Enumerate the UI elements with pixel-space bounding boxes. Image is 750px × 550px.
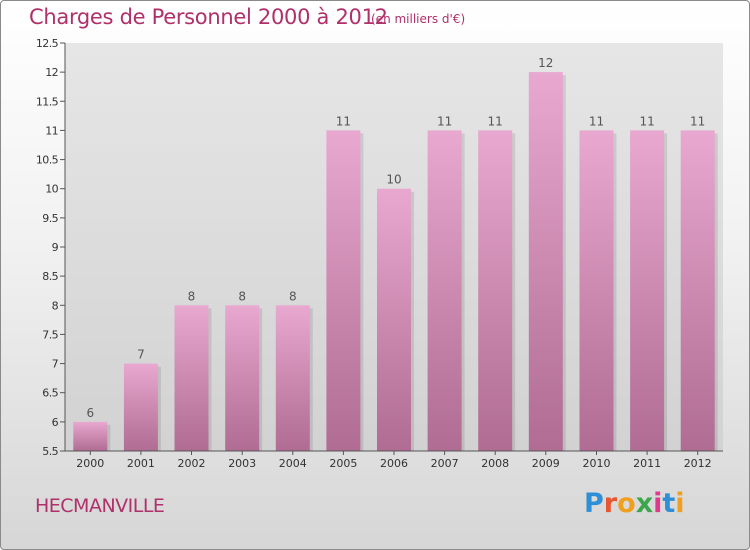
y-tick-label: 8 <box>52 299 59 312</box>
bar-value-label: 11 <box>488 114 503 128</box>
y-tick-label: 6 <box>52 416 59 429</box>
x-tick-label: 2001 <box>127 457 155 470</box>
bar-2003 <box>225 305 260 451</box>
x-tick-label: 2002 <box>178 457 206 470</box>
x-tick-label: 2000 <box>76 457 104 470</box>
y-tick-label: 8.5 <box>42 270 58 283</box>
bar-2009 <box>528 72 563 451</box>
proxiti-logo: Proxiti <box>584 488 685 519</box>
bar-2002 <box>174 305 209 451</box>
bar-value-label: 11 <box>589 114 604 128</box>
bars-layer: 6 7 8 8 8 11 10 11 11 12 11 11 11 <box>73 56 718 451</box>
bar-value-label: 12 <box>538 56 553 70</box>
bar-value-label: 11 <box>336 114 351 128</box>
bar-value-label: 11 <box>437 114 452 128</box>
y-tick-label: 7 <box>52 358 59 371</box>
x-tick-label: 2011 <box>633 457 661 470</box>
bar-2007 <box>427 130 462 451</box>
chart-subtitle: (en milliers d'€) <box>371 12 466 26</box>
bar-2008 <box>478 130 513 451</box>
x-tick-label: 2010 <box>583 457 611 470</box>
logo-letter: r <box>603 488 618 519</box>
y-tick-label: 5.5 <box>42 445 58 458</box>
commune-name: HECMANVILLE <box>35 495 165 517</box>
bar-2011 <box>630 130 665 451</box>
bar-2005 <box>326 130 361 451</box>
logo-letter: i <box>675 488 685 519</box>
x-tick-label: 2003 <box>228 457 256 470</box>
x-tick-label: 2008 <box>481 457 509 470</box>
bar-value-label: 8 <box>188 289 196 303</box>
bar-value-label: 6 <box>86 406 94 420</box>
x-tick-label: 2004 <box>279 457 307 470</box>
y-tick-label: 9 <box>52 241 59 254</box>
bar-value-label: 10 <box>386 173 401 187</box>
logo-letter: P <box>584 488 604 519</box>
bar-2012 <box>680 130 715 451</box>
bar-2000 <box>73 421 108 451</box>
bar-value-label: 11 <box>639 114 654 128</box>
bar-value-label: 8 <box>289 289 297 303</box>
bar-value-label: 7 <box>137 348 145 362</box>
axes-layer: 2000 2001 2002 2003 2004 2005 2006 2007 2008 2009… <box>36 37 723 470</box>
y-tick-label: 11 <box>45 124 58 137</box>
y-tick-label: 11.5 <box>36 95 59 108</box>
y-tick-label: 12 <box>45 66 58 79</box>
logo-letter: o <box>617 488 636 519</box>
bar-2004 <box>275 305 310 451</box>
y-tick-label: 10.5 <box>36 154 59 167</box>
y-tick-label: 6.5 <box>42 387 58 400</box>
bar-2006 <box>377 188 411 451</box>
x-tick-label: 2009 <box>532 457 560 470</box>
chart-title: Charges de Personnel 2000 à 2012 <box>29 5 388 29</box>
bar-2001 <box>123 363 158 451</box>
logo-letter: t <box>662 488 676 519</box>
x-tick-label: 2005 <box>329 457 357 470</box>
x-tick-label: 2007 <box>431 457 459 470</box>
y-tick-label: 10 <box>45 183 58 196</box>
x-tick-label: 2012 <box>684 457 712 470</box>
logo-letter: i <box>653 488 663 519</box>
y-tick-label: 12.5 <box>36 37 59 50</box>
bar-value-label: 11 <box>690 114 705 128</box>
y-tick-label: 9.5 <box>42 212 58 225</box>
bar-value-label: 8 <box>238 289 246 303</box>
bar-2010 <box>579 130 614 451</box>
x-tick-label: 2006 <box>380 457 408 470</box>
logo-letter: x <box>635 488 654 519</box>
y-tick-label: 7.5 <box>42 328 58 341</box>
